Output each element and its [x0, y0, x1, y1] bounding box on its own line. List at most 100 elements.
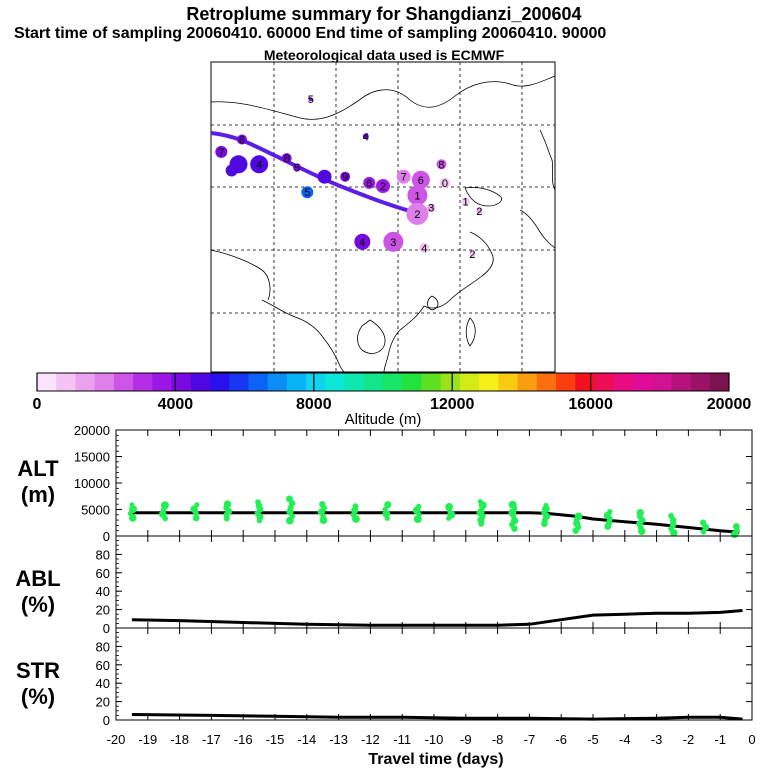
map-cluster-marker	[383, 231, 404, 252]
altitude-spread-point	[670, 529, 678, 537]
panel-label: STR	[16, 658, 60, 683]
colorbar-tick-label: 4000	[158, 396, 194, 413]
panel-unit: (%)	[21, 684, 55, 709]
y-tick-label: 10000	[74, 476, 110, 491]
map-cluster-label: 1	[462, 197, 468, 209]
colorbar-swatch	[421, 373, 442, 391]
colorbar-swatch	[402, 373, 422, 391]
colorbar-swatch	[75, 373, 96, 391]
altitude-spread-point	[162, 515, 168, 522]
map-cluster-label: 4	[256, 159, 262, 171]
panel-unit: (m)	[21, 482, 55, 507]
colorbar-swatch	[383, 373, 403, 391]
altitude-spread-point	[256, 517, 263, 524]
altitude-spread-point	[413, 515, 422, 524]
map-cluster-label: 5	[294, 162, 300, 174]
colorbar-swatch	[632, 373, 653, 391]
colorbar-swatch	[556, 373, 576, 391]
y-tick-label: 40	[96, 676, 110, 691]
y-tick-label: 0	[103, 713, 110, 728]
x-tick-label: -3	[651, 732, 663, 747]
map-cluster-label: 4	[359, 237, 365, 249]
colorbar-tick-label: 12000	[430, 396, 475, 413]
map-cluster-marker	[406, 202, 429, 225]
map-cluster-label: 0	[442, 178, 448, 190]
y-tick-label: 5000	[81, 503, 110, 518]
map-cluster-label: 4	[363, 131, 369, 143]
map-cluster-marker	[469, 251, 476, 258]
colorbar-swatch	[286, 373, 307, 391]
x-tick-label: -7	[524, 732, 536, 747]
altitude-spread-point	[319, 516, 328, 524]
altitude-spread-point	[223, 515, 230, 522]
colorbar-swatch	[536, 373, 557, 391]
map-cluster-label: 7	[401, 172, 407, 184]
map-cluster-marker	[362, 133, 369, 140]
map-cluster-marker	[411, 170, 430, 189]
altitude-spread-point	[192, 514, 200, 522]
colorbar-swatch	[306, 373, 326, 391]
colorbar-swatch	[440, 373, 461, 391]
panel-frame	[115, 627, 753, 721]
map-cluster-label: 3	[390, 237, 396, 249]
altitude-spread-point	[730, 530, 739, 539]
map-cluster-marker	[340, 171, 351, 182]
x-tick-label: -15	[266, 732, 285, 747]
y-tick-label: 40	[96, 584, 110, 599]
altitude-spread-point	[128, 514, 137, 522]
colorbar-swatch	[248, 373, 269, 391]
x-tick-label: -17	[202, 732, 221, 747]
map-cluster-marker	[301, 186, 314, 199]
y-tick-label: 80	[96, 547, 110, 562]
meteorology-note: Meteorological data used is ECMWF	[263, 47, 505, 63]
map-cluster-marker	[476, 207, 483, 214]
map-cluster-label: 1	[414, 190, 420, 202]
colorbar-swatch	[363, 373, 384, 391]
colorbar-swatch	[671, 373, 692, 391]
colorbar-swatch	[133, 373, 153, 391]
colorbar-swatch	[56, 373, 76, 391]
x-tick-label: -14	[297, 732, 316, 747]
map-cluster-marker	[250, 155, 269, 174]
altitude-spread-point	[384, 501, 392, 509]
altitude-spread-point	[384, 516, 390, 521]
altitude-spread-point	[352, 515, 360, 523]
colorbar-swatch	[190, 373, 211, 391]
colorbar-swatch	[210, 373, 230, 391]
x-axis-label: Travel time (days)	[368, 751, 503, 768]
abl-series-line	[131, 609, 743, 627]
sampling-time-subtitle: Start time of sampling 20060410. 60000 E…	[14, 25, 607, 42]
colorbar-tick-label: 20000	[707, 396, 752, 413]
map-cluster-marker	[281, 153, 292, 164]
altitude-spread-point	[129, 505, 137, 514]
colorbar-swatch	[37, 373, 57, 391]
panel-frame	[115, 429, 753, 537]
colorbar-swatch	[575, 373, 595, 391]
altitude-spread-point	[382, 510, 391, 518]
altitude-spread-point	[702, 523, 710, 531]
colorbar-swatch	[94, 373, 115, 391]
x-tick-label: -1	[714, 732, 726, 747]
map-cluster-marker	[436, 159, 447, 170]
map-cluster-marker	[308, 97, 313, 102]
map-cluster-label: 2	[476, 206, 482, 218]
x-tick-label: 0	[748, 732, 755, 747]
map-cluster-label: 6	[366, 178, 372, 190]
colorbar-swatch	[229, 373, 249, 391]
x-tick-label: -2	[683, 732, 695, 747]
y-tick-label: 20000	[74, 423, 110, 438]
map-cluster-marker	[293, 163, 301, 172]
map-cluster-label: 5	[308, 94, 314, 106]
colorbar-tick-label: 0	[33, 396, 42, 413]
colorbar-swatch	[709, 373, 730, 391]
x-tick-label: -18	[170, 732, 189, 747]
map-cluster-marker	[317, 169, 332, 184]
altitude-spread-point	[541, 520, 548, 528]
map-cluster-marker	[225, 164, 238, 177]
colorbar-tick-label: 16000	[568, 396, 613, 413]
y-tick-label: 60	[96, 566, 110, 581]
map-cluster-marker	[236, 134, 247, 145]
y-tick-label: 20	[96, 603, 110, 618]
map-cluster-label: 3	[428, 203, 434, 215]
